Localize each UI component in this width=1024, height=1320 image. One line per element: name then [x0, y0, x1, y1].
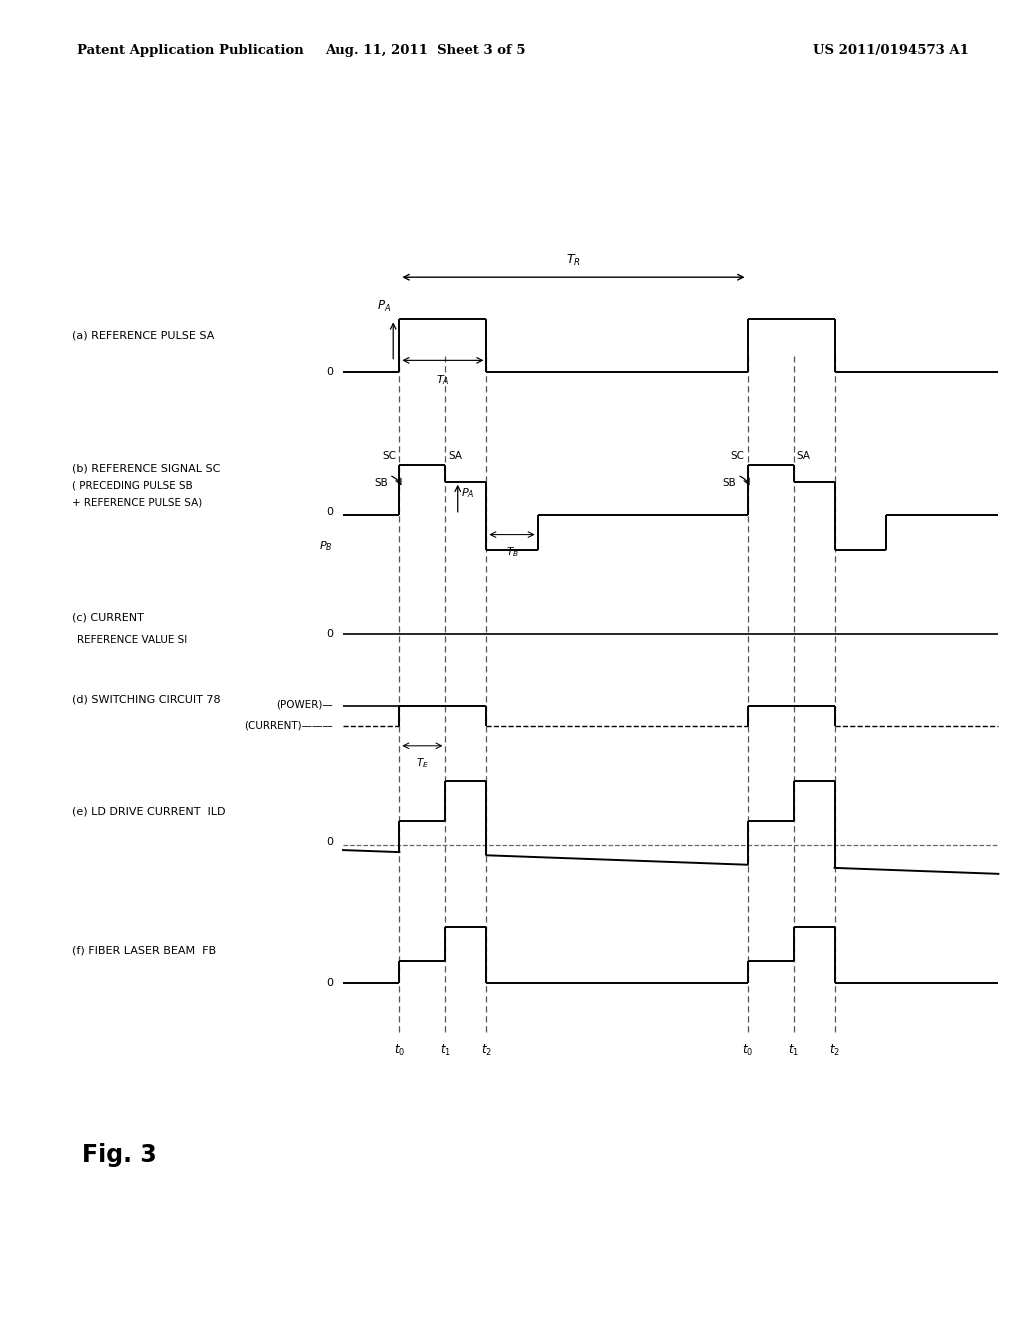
Text: Patent Application Publication: Patent Application Publication [77, 44, 303, 57]
Text: 0: 0 [326, 628, 333, 639]
Text: $t_2$: $t_2$ [829, 1043, 840, 1057]
Text: (a) REFERENCE PULSE SA: (a) REFERENCE PULSE SA [72, 330, 214, 341]
Text: 0: 0 [326, 837, 333, 847]
Text: 0: 0 [326, 978, 333, 989]
Text: SB: SB [374, 478, 388, 488]
Text: (b) REFERENCE SIGNAL SC: (b) REFERENCE SIGNAL SC [72, 463, 220, 474]
Text: Aug. 11, 2011  Sheet 3 of 5: Aug. 11, 2011 Sheet 3 of 5 [325, 44, 525, 57]
Text: SC: SC [730, 450, 744, 461]
Text: (POWER)—: (POWER)— [276, 700, 333, 710]
Text: SA: SA [797, 450, 811, 461]
Text: (CURRENT)———: (CURRENT)——— [244, 721, 333, 731]
Text: $t_1$: $t_1$ [440, 1043, 451, 1057]
Text: Fig. 3: Fig. 3 [82, 1143, 157, 1167]
Text: ( PRECEDING PULSE SB: ( PRECEDING PULSE SB [72, 480, 193, 491]
Text: $t_2$: $t_2$ [481, 1043, 492, 1057]
Text: 0: 0 [326, 507, 333, 517]
Text: $t_0$: $t_0$ [742, 1043, 753, 1057]
Text: 0: 0 [326, 367, 333, 378]
Text: US 2011/0194573 A1: US 2011/0194573 A1 [813, 44, 969, 57]
Text: SB: SB [722, 478, 736, 488]
Text: + REFERENCE PULSE SA): + REFERENCE PULSE SA) [72, 498, 202, 508]
Text: (c) CURRENT: (c) CURRENT [72, 612, 143, 623]
Text: $T_B$: $T_B$ [506, 545, 518, 558]
Text: $t_1$: $t_1$ [788, 1043, 799, 1057]
Text: SA: SA [449, 450, 463, 461]
Text: SC: SC [382, 450, 396, 461]
Text: $T_E$: $T_E$ [416, 756, 429, 770]
Text: (e) LD DRIVE CURRENT  ILD: (e) LD DRIVE CURRENT ILD [72, 807, 225, 817]
Text: $T_A$: $T_A$ [436, 374, 450, 387]
Text: $T_R$: $T_R$ [566, 253, 581, 268]
Text: $t_0$: $t_0$ [394, 1043, 404, 1057]
Text: (f) FIBER LASER BEAM  FB: (f) FIBER LASER BEAM FB [72, 945, 216, 956]
Text: $P_B$: $P_B$ [319, 540, 333, 553]
Text: REFERENCE VALUE SI: REFERENCE VALUE SI [77, 635, 187, 645]
Text: $P_A$: $P_A$ [377, 300, 391, 314]
Text: $P_A$: $P_A$ [461, 486, 474, 499]
Text: (d) SWITCHING CIRCUIT 78: (d) SWITCHING CIRCUIT 78 [72, 694, 220, 705]
